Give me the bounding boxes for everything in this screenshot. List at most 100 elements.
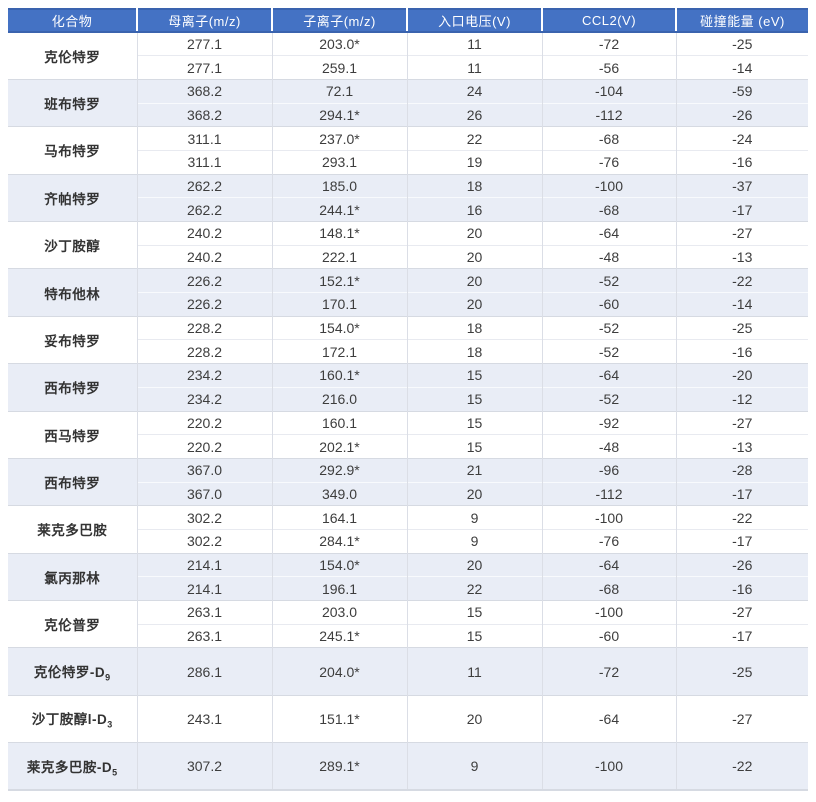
daughter-ion-cell: 202.1* bbox=[271, 434, 407, 459]
header-row: 化合物 母离子(m/z) 子离子(m/z) 入口电压(V) CCL2(V) 碰撞… bbox=[8, 8, 808, 33]
compound-name: 西布特罗 bbox=[44, 381, 101, 397]
table-row: 克伦普罗 263.1 203.0 15 -100 -27 bbox=[8, 599, 808, 648]
collision-energy-cell: -27 bbox=[675, 600, 808, 625]
daughter-ion-cell: 148.1* bbox=[271, 221, 407, 246]
compound-name-cell: 特布他林 bbox=[8, 268, 137, 317]
entrance-voltage-cell: 16 bbox=[406, 197, 542, 222]
compound-name: 莱克多巴胺 bbox=[37, 523, 108, 539]
table-row: 228.2 172.1 18 -52 -16 bbox=[8, 339, 808, 364]
daughter-ion-cell: 72.1 bbox=[271, 78, 407, 104]
table-row: 西布特罗 234.2 160.1* 15 -64 -20 bbox=[8, 363, 808, 411]
compound-name: 班布特罗 bbox=[44, 97, 101, 113]
collision-energy-cell: -59 bbox=[675, 78, 808, 104]
daughter-ion-cell: 349.0 bbox=[271, 481, 407, 506]
entrance-voltage-cell: 20 bbox=[406, 292, 542, 317]
entrance-voltage-cell: 24 bbox=[406, 78, 542, 104]
ccl2-cell: -64 bbox=[541, 363, 676, 388]
table-row: 齐帕特罗 262.2 185.0 18 -100 -37 bbox=[8, 173, 808, 222]
table-row: 277.1 259.1 11 -56 -14 bbox=[8, 55, 808, 80]
daughter-ion-cell: 164.1 bbox=[271, 505, 407, 530]
compound-name-cell: 克伦特罗-D9 bbox=[8, 647, 137, 696]
collision-energy-cell: -22 bbox=[675, 742, 808, 792]
parent-ion-cell: 234.2 bbox=[136, 363, 272, 388]
parent-ion-cell: 240.2 bbox=[136, 221, 272, 246]
compound-name: 克伦普罗 bbox=[44, 618, 101, 634]
compound-name: 特布他林 bbox=[44, 286, 101, 302]
table-row: 莱克多巴胺-D5 307.2 289.1* 9 -100 -22 bbox=[8, 742, 808, 792]
entrance-voltage-cell: 20 bbox=[406, 552, 542, 577]
collision-energy-cell: -12 bbox=[675, 386, 808, 411]
parent-ion-cell: 234.2 bbox=[136, 386, 272, 411]
table-row: 311.1 293.1 19 -76 -16 bbox=[8, 149, 808, 175]
daughter-ion-cell: 259.1 bbox=[271, 55, 407, 80]
entrance-voltage-cell: 11 bbox=[406, 31, 542, 56]
compound-name-cell: 氯丙那林 bbox=[8, 552, 137, 601]
collision-energy-cell: -25 bbox=[675, 315, 808, 340]
daughter-ion-cell: 160.1 bbox=[271, 410, 407, 435]
collision-energy-cell: -17 bbox=[675, 623, 808, 648]
parent-ion-cell: 367.0 bbox=[136, 481, 272, 506]
table-row: 西马特罗 220.2 160.1 15 -92 -27 bbox=[8, 410, 808, 459]
ccl2-cell: -72 bbox=[541, 647, 676, 696]
parent-ion-cell: 243.1 bbox=[136, 694, 272, 743]
compound-name-cell: 莱克多巴胺 bbox=[8, 505, 137, 554]
table-row: 220.2 202.1* 15 -48 -13 bbox=[8, 434, 808, 459]
compound-name-cell: 西布特罗 bbox=[8, 363, 137, 411]
table-row: 263.1 245.1* 15 -60 -17 bbox=[8, 623, 808, 648]
collision-energy-cell: -25 bbox=[675, 31, 808, 56]
entrance-voltage-cell: 20 bbox=[406, 694, 542, 743]
table-row: 214.1 196.1 22 -68 -16 bbox=[8, 576, 808, 601]
collision-energy-cell: -26 bbox=[675, 552, 808, 577]
collision-energy-cell: -20 bbox=[675, 363, 808, 388]
entrance-voltage-cell: 18 bbox=[406, 339, 542, 364]
header-parent-ion: 母离子(m/z) bbox=[137, 8, 273, 33]
collision-energy-cell: -13 bbox=[675, 434, 808, 459]
entrance-voltage-cell: 20 bbox=[406, 268, 542, 293]
collision-energy-cell: -13 bbox=[675, 244, 808, 269]
header-daughter-ion: 子离子(m/z) bbox=[272, 8, 408, 33]
entrance-voltage-cell: 11 bbox=[406, 55, 542, 80]
parent-ion-cell: 311.1 bbox=[136, 149, 272, 175]
collision-energy-cell: -22 bbox=[675, 268, 808, 293]
compound-name: 克伦特罗 bbox=[44, 49, 101, 65]
collision-energy-cell: -16 bbox=[675, 339, 808, 364]
parent-ion-cell: 368.2 bbox=[136, 78, 272, 104]
daughter-ion-cell: 237.0* bbox=[271, 126, 407, 151]
collision-energy-cell: -22 bbox=[675, 505, 808, 530]
entrance-voltage-cell: 20 bbox=[406, 244, 542, 269]
collision-energy-cell: -27 bbox=[675, 694, 808, 743]
collision-energy-cell: -25 bbox=[675, 647, 808, 696]
ccl2-cell: -76 bbox=[541, 528, 676, 554]
compound-name: 妥布特罗 bbox=[44, 333, 101, 349]
daughter-ion-cell: 284.1* bbox=[271, 528, 407, 554]
parent-ion-cell: 214.1 bbox=[136, 552, 272, 577]
compound-name: 氯丙那林 bbox=[44, 570, 101, 586]
header-compound: 化合物 bbox=[8, 8, 138, 33]
parent-ion-cell: 263.1 bbox=[136, 623, 272, 648]
parent-ion-cell: 307.2 bbox=[136, 742, 272, 792]
parent-ion-cell: 302.2 bbox=[136, 505, 272, 530]
table-row: 妥布特罗 228.2 154.0* 18 -52 -25 bbox=[8, 315, 808, 364]
daughter-ion-cell: 294.1* bbox=[271, 102, 407, 127]
compound-name: 沙丁胺醇l-D bbox=[31, 712, 108, 728]
daughter-ion-cell: 203.0 bbox=[271, 600, 407, 625]
daughter-ion-cell: 292.9* bbox=[271, 457, 407, 483]
ccl2-cell: -76 bbox=[541, 149, 676, 175]
compound-name-cell: 齐帕特罗 bbox=[8, 173, 137, 222]
compound-name: 齐帕特罗 bbox=[44, 191, 101, 207]
parent-ion-cell: 226.2 bbox=[136, 292, 272, 317]
parent-ion-cell: 286.1 bbox=[136, 647, 272, 696]
header-collision-energy: 碰撞能量 (eV) bbox=[676, 8, 808, 33]
compound-name: 克伦特罗-D bbox=[33, 664, 106, 680]
parent-ion-cell: 228.2 bbox=[136, 339, 272, 364]
daughter-ion-cell: 222.1 bbox=[271, 244, 407, 269]
collision-energy-cell: -14 bbox=[675, 55, 808, 80]
ccl2-cell: -52 bbox=[541, 268, 676, 293]
table-row: 特布他林 226.2 152.1* 20 -52 -22 bbox=[8, 268, 808, 317]
ms-parameters-table: 化合物 母离子(m/z) 子离子(m/z) 入口电压(V) CCL2(V) 碰撞… bbox=[8, 8, 808, 792]
compound-name-cell: 班布特罗 bbox=[8, 78, 137, 127]
ccl2-cell: -112 bbox=[541, 481, 676, 506]
ccl2-cell: -68 bbox=[541, 576, 676, 601]
ccl2-cell: -100 bbox=[541, 173, 676, 198]
daughter-ion-cell: 170.1 bbox=[271, 292, 407, 317]
